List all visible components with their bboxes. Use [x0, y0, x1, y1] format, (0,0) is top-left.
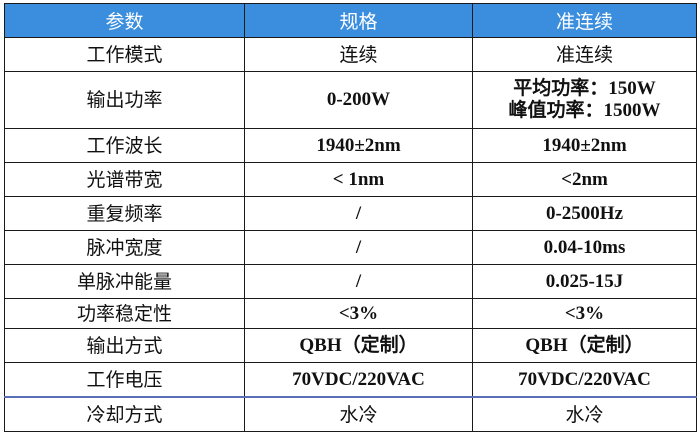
- table-row: 重复频率 / 0-2500Hz: [4, 196, 697, 231]
- average-power-line: 平均功率：150W: [513, 78, 656, 99]
- qcw-cell: 0.04-10ms: [472, 230, 697, 265]
- spec-cell: 0-200W: [244, 71, 473, 129]
- peak-power-line: 峰值功率：1500W: [508, 100, 661, 121]
- spec-cell: 水冷: [244, 396, 473, 432]
- table-row: 工作模式 连续 准连续: [4, 37, 697, 72]
- header-qcw: 准连续: [472, 3, 697, 38]
- qcw-cell: 0.025-15J: [472, 264, 697, 299]
- param-cell: 重复频率: [4, 196, 245, 231]
- table-row: 工作波长 1940±2nm 1940±2nm: [4, 128, 697, 163]
- param-cell: 冷却方式: [4, 396, 245, 432]
- table-row: 冷却方式 水冷 水冷: [4, 396, 697, 432]
- param-cell: 输出功率: [4, 71, 245, 129]
- spec-cell: < 1nm: [244, 162, 473, 197]
- spec-cell: /: [244, 264, 473, 299]
- param-cell: 单脉冲能量: [4, 264, 245, 299]
- table-row: 单脉冲能量 / 0.025-15J: [4, 264, 697, 299]
- spec-cell: /: [244, 196, 473, 231]
- param-cell: 工作波长: [4, 128, 245, 163]
- param-cell: 工作电压: [4, 362, 245, 398]
- qcw-cell: 1940±2nm: [472, 128, 697, 163]
- spec-cell: <3%: [244, 298, 473, 329]
- table-row: 脉冲宽度 / 0.04-10ms: [4, 230, 697, 265]
- spec-cell: 连续: [244, 37, 473, 72]
- table-row: 功率稳定性 <3% <3%: [4, 298, 697, 329]
- spec-cell: 1940±2nm: [244, 128, 473, 163]
- param-cell: 光谱带宽: [4, 162, 245, 197]
- table-row: 输出方式 QBH（定制） QBH（定制）: [4, 328, 697, 363]
- qcw-cell: <3%: [472, 298, 697, 329]
- table-row: 输出功率 0-200W 平均功率：150W 峰值功率：1500W: [4, 71, 697, 129]
- header-row: 参数 规格 准连续: [4, 3, 697, 38]
- table-row: 工作电压 70VDC/220VAC 70VDC/220VAC: [4, 362, 697, 398]
- qcw-cell: 准连续: [472, 37, 697, 72]
- qcw-cell: <2nm: [472, 162, 697, 197]
- qcw-cell: 0-2500Hz: [472, 196, 697, 231]
- qcw-cell: 水冷: [472, 396, 697, 432]
- spec-cell: QBH（定制）: [244, 328, 473, 363]
- spec-cell: 70VDC/220VAC: [244, 362, 473, 398]
- table-row: 光谱带宽 < 1nm <2nm: [4, 162, 697, 197]
- qcw-cell: 70VDC/220VAC: [472, 362, 697, 398]
- qcw-cell: 平均功率：150W 峰值功率：1500W: [472, 71, 697, 129]
- param-cell: 脉冲宽度: [4, 230, 245, 265]
- spec-table: 参数 规格 准连续 工作模式 连续 准连续 输出功率 0-200W 平均功率：1…: [4, 3, 697, 432]
- spec-cell: /: [244, 230, 473, 265]
- header-param: 参数: [4, 3, 245, 38]
- param-cell: 输出方式: [4, 328, 245, 363]
- param-cell: 功率稳定性: [4, 298, 245, 329]
- header-spec: 规格: [244, 3, 473, 38]
- param-cell: 工作模式: [4, 37, 245, 72]
- qcw-cell: QBH（定制）: [472, 328, 697, 363]
